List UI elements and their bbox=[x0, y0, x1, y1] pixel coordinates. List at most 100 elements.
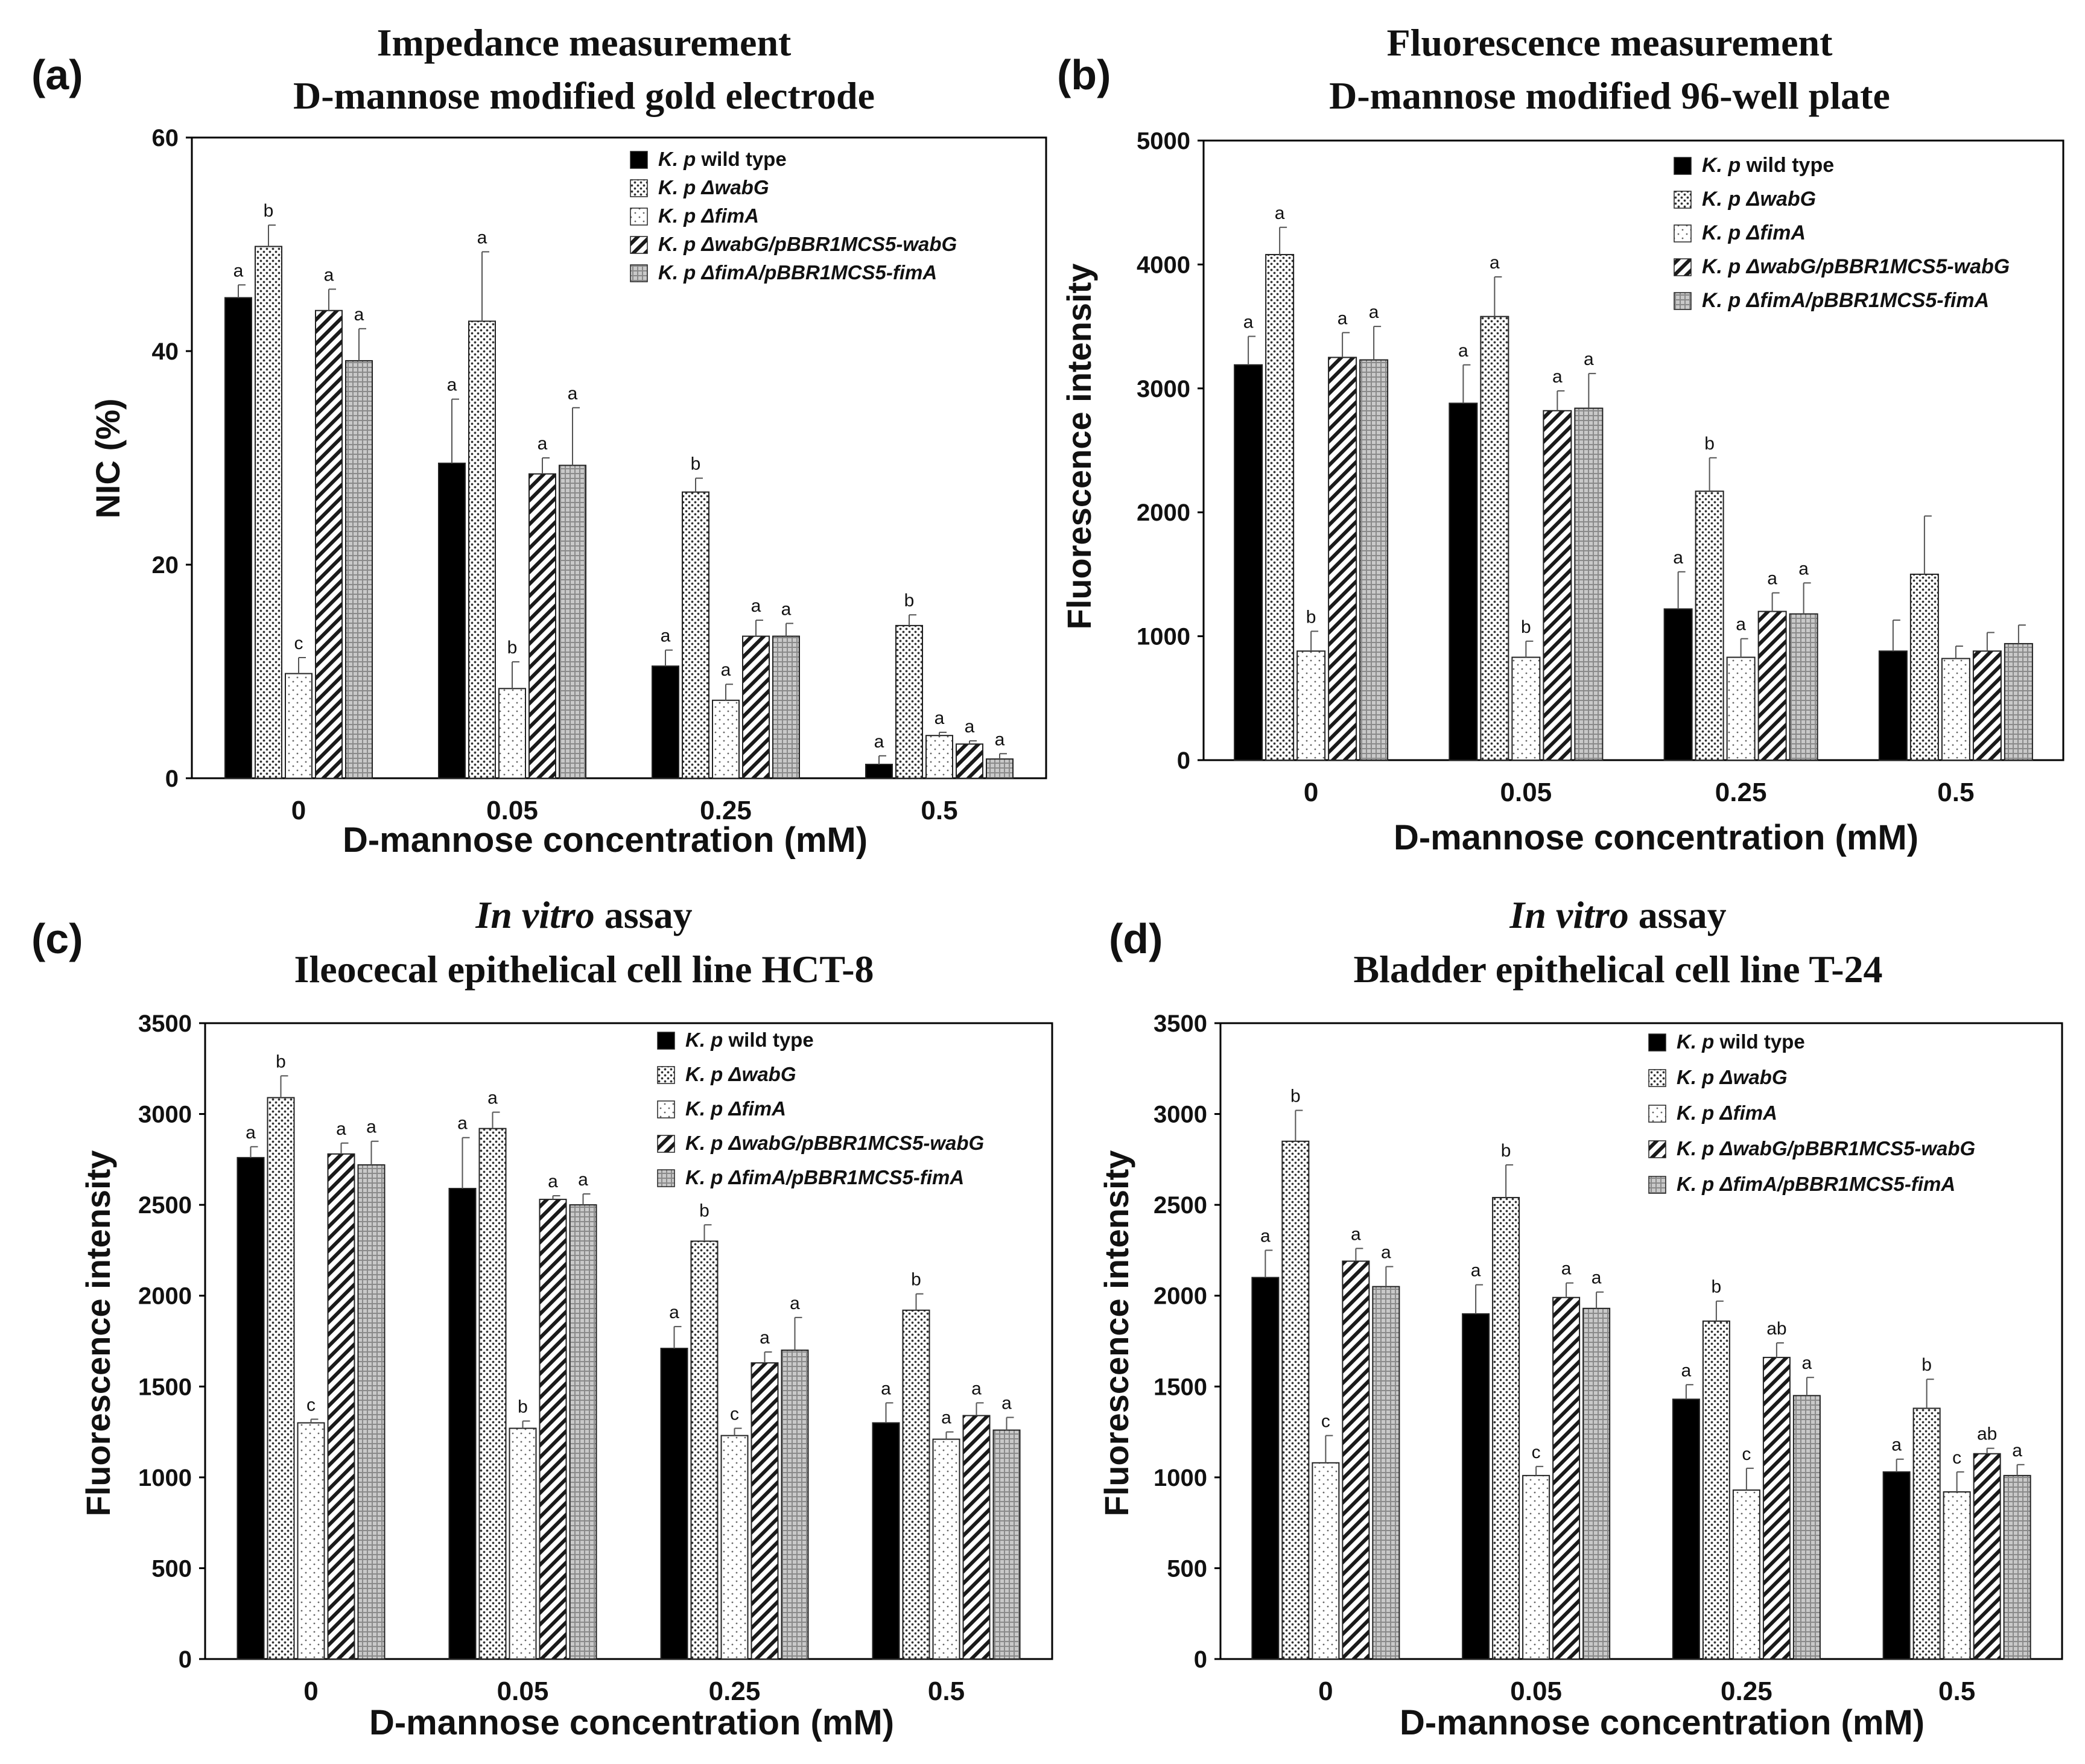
significance-letter: a bbox=[1471, 1261, 1481, 1281]
bar-dfima-comp bbox=[345, 360, 373, 779]
bar-dwabg-comp bbox=[1543, 410, 1572, 761]
legend-strain: wild type bbox=[723, 1029, 813, 1051]
bar-dfima bbox=[1941, 658, 1970, 761]
bar-wild-type bbox=[1878, 650, 1908, 761]
panel-d-y-axis-label: Fluorescence intensity bbox=[1097, 1150, 1135, 1517]
y-tick-label: 0 bbox=[1177, 747, 1190, 774]
x-tick-label: 0.05 bbox=[497, 1677, 549, 1706]
legend-swatch-dwabg bbox=[657, 1066, 675, 1084]
bar-wild-type bbox=[652, 665, 679, 779]
significance-letter: a bbox=[661, 626, 671, 646]
legend-strain: ΔfimA bbox=[1741, 221, 1806, 244]
significance-letter: b bbox=[691, 454, 701, 474]
legend-label-dwabg-comp: K. p ΔwabG/pBBR1MCS5-wabG bbox=[1702, 255, 2010, 278]
legend-species: K. p bbox=[685, 1029, 723, 1051]
significance-letter: ab bbox=[1766, 1319, 1786, 1339]
bar-dfima-comp bbox=[1574, 407, 1604, 761]
bar-dfima bbox=[1312, 1462, 1340, 1660]
bar-dfima-comp bbox=[992, 1429, 1021, 1660]
y-tick-label: 3000 bbox=[1154, 1102, 1207, 1128]
significance-letter: b bbox=[1521, 617, 1531, 637]
bar-dwabg-comp bbox=[327, 1153, 355, 1660]
significance-letter: a bbox=[669, 1302, 679, 1322]
panel-d-x-axis-label: D-mannose concentration (mM) bbox=[1400, 1703, 1925, 1742]
legend-label-dfima-comp: K. p ΔfimA/pBBR1MCS5-fimA bbox=[658, 261, 937, 284]
legend-label-dwabg-comp: K. p ΔwabG/pBBR1MCS5-wabG bbox=[685, 1132, 984, 1154]
significance-letter: a bbox=[881, 1379, 891, 1398]
significance-letter: a bbox=[233, 261, 244, 281]
legend-label-dfima: K. p ΔfimA bbox=[685, 1097, 786, 1120]
bar-dfima-comp bbox=[2003, 1474, 2031, 1660]
bar-dwabg-comp bbox=[742, 635, 770, 779]
significance-letter: a bbox=[366, 1117, 376, 1137]
x-tick-label: 0.5 bbox=[921, 796, 957, 825]
significance-letter: b bbox=[264, 201, 274, 221]
significance-letter: a bbox=[1458, 341, 1468, 361]
significance-letter: a bbox=[447, 375, 457, 395]
y-tick-label: 1000 bbox=[1154, 1465, 1207, 1491]
y-tick-label: 0 bbox=[179, 1646, 192, 1673]
y-tick-label: 2000 bbox=[138, 1283, 192, 1310]
bar-dfima bbox=[1943, 1491, 1971, 1660]
legend-swatch-dwabg bbox=[1674, 191, 1692, 209]
y-tick-label: 0 bbox=[165, 766, 179, 792]
bar-dwabg-comp bbox=[1973, 1453, 2001, 1660]
bar-dwabg-comp bbox=[1328, 357, 1357, 761]
bar-wild-type bbox=[1672, 1398, 1700, 1660]
significance-letter: a bbox=[1584, 349, 1594, 369]
legend-species: K. p bbox=[658, 148, 696, 170]
panel-d-label: (d) bbox=[1109, 915, 1163, 962]
bar-dwabg bbox=[902, 1309, 930, 1660]
legend-strain: ΔfimA/pBBR1MCS5-fimA bbox=[1741, 289, 1989, 312]
significance-letter: a bbox=[760, 1328, 770, 1348]
panel-b: (b) Fluorescence measurement D-mannose m… bbox=[1057, 21, 2064, 857]
bar-wild-type bbox=[438, 462, 466, 779]
legend-species: K. p bbox=[1677, 1066, 1714, 1088]
legend-species: K. p bbox=[1677, 1137, 1714, 1160]
bar-dfima-comp bbox=[569, 1204, 597, 1660]
y-tick-label: 1000 bbox=[1137, 624, 1190, 650]
significance-letter: a bbox=[751, 596, 761, 616]
panel-a-label: (a) bbox=[31, 51, 83, 98]
significance-letter: b bbox=[904, 591, 915, 611]
legend-swatch-dfima-comp bbox=[1674, 292, 1692, 310]
bar-dfima-comp bbox=[1359, 359, 1389, 761]
bar-dwabg-comp bbox=[1342, 1260, 1370, 1660]
significance-letter: b bbox=[1306, 607, 1316, 627]
y-tick-label: 2000 bbox=[1154, 1283, 1207, 1310]
y-tick-label: 3000 bbox=[138, 1102, 192, 1128]
legend-label-dwabg: K. p ΔwabG bbox=[685, 1063, 796, 1085]
bar-dwabg bbox=[895, 624, 923, 779]
bar-wild-type bbox=[236, 1156, 265, 1660]
legend-swatch-dfima bbox=[630, 208, 648, 226]
bar-dfima bbox=[720, 1435, 749, 1660]
significance-letter: c bbox=[294, 633, 303, 653]
bar-dfima-comp bbox=[1789, 613, 1818, 761]
significance-letter: a bbox=[1260, 1226, 1271, 1246]
significance-letter: a bbox=[477, 227, 487, 247]
bar-dwabg bbox=[1265, 253, 1295, 761]
legend-strain: ΔfimA/pBBR1MCS5-fimA bbox=[1714, 1173, 1955, 1195]
legend-swatch-dwabg-comp bbox=[1674, 258, 1692, 276]
x-tick-label: 0.05 bbox=[486, 796, 538, 825]
x-tick-label: 0.5 bbox=[928, 1677, 965, 1706]
significance-letter: c bbox=[1321, 1412, 1330, 1432]
bar-dfima-comp bbox=[986, 758, 1014, 779]
bar-dwabg bbox=[468, 320, 496, 779]
y-tick-label: 60 bbox=[152, 125, 179, 151]
legend-species: K. p bbox=[685, 1166, 723, 1188]
bar-dfima-comp bbox=[781, 1350, 809, 1660]
y-tick-label: 40 bbox=[152, 338, 179, 365]
significance-letter: c bbox=[306, 1395, 316, 1415]
legend-swatch-dfima bbox=[1648, 1105, 1666, 1123]
legend-label-dfima-comp: K. p ΔfimA/pBBR1MCS5-fimA bbox=[1677, 1173, 1955, 1195]
x-tick-label: 0 bbox=[291, 796, 306, 825]
legend-strain: ΔwabG bbox=[1714, 1066, 1787, 1088]
legend-strain: ΔwabG bbox=[696, 176, 769, 198]
significance-letter: a bbox=[935, 708, 945, 728]
bar-dfima-comp bbox=[1372, 1286, 1400, 1660]
significance-letter: b bbox=[518, 1397, 528, 1417]
